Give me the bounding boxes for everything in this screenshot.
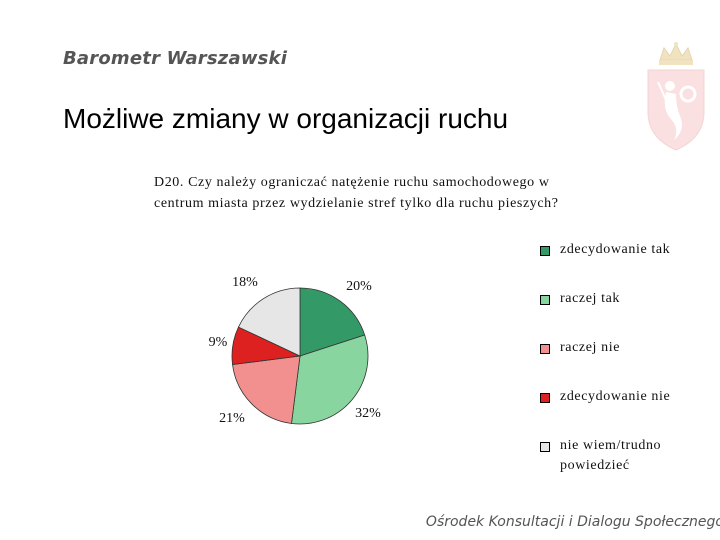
warsaw-coat-of-arms-logo [647, 42, 705, 151]
slice-data-label-4: 18% [232, 275, 258, 290]
legend-item-2: raczej nie [538, 338, 713, 358]
slice-data-label-1: 32% [355, 406, 381, 421]
footer-organization: Ośrodek Konsultacji i Dialogu Społeczneg… [425, 514, 720, 530]
legend-label-0: zdecydowanie tak [560, 242, 671, 257]
pie-slice-0 [299, 287, 366, 357]
slice-data-label-2: 21% [219, 411, 245, 426]
pie-slice-1 [291, 334, 369, 425]
legend-swatch-2 [540, 344, 550, 354]
legend-item-1: raczej tak [538, 289, 713, 309]
legend-item-4: nie wiem/trudno powiedzieć [538, 436, 713, 476]
legend-label-4: nie wiem/trudno powiedzieć [560, 438, 662, 473]
question-line-1: D20. Czy należy ograniczać natężenie ruc… [154, 175, 550, 190]
pie-slice-4 [237, 287, 301, 357]
legend-label-1: raczej tak [560, 291, 621, 306]
slide-title: Możliwe zmiany w organizacji ruchu [63, 103, 509, 134]
legend-label-2: raczej nie [560, 340, 621, 355]
question-line-2: centrum miasta przez wydzielanie stref t… [154, 196, 559, 211]
legend-swatch-4 [540, 442, 550, 452]
pie-slice-2 [232, 355, 301, 424]
header-brand: Barometr Warszawski [63, 48, 288, 69]
legend-swatch-0 [540, 246, 550, 256]
legend-swatch-1 [540, 295, 550, 305]
slice-data-label-0: 20% [346, 279, 372, 294]
survey-question: D20. Czy należy ograniczać natężenie ruc… [154, 172, 624, 214]
chart-legend: zdecydowanie tak raczej tak raczej nie zdec… [538, 240, 713, 476]
legend-item-3: zdecydowanie nie [538, 387, 713, 407]
legend-label-3: zdecydowanie nie [560, 389, 671, 404]
legend-swatch-3 [540, 393, 550, 403]
legend-item-0: zdecydowanie tak [538, 240, 713, 260]
slice-data-label-3: 9% [209, 335, 228, 350]
